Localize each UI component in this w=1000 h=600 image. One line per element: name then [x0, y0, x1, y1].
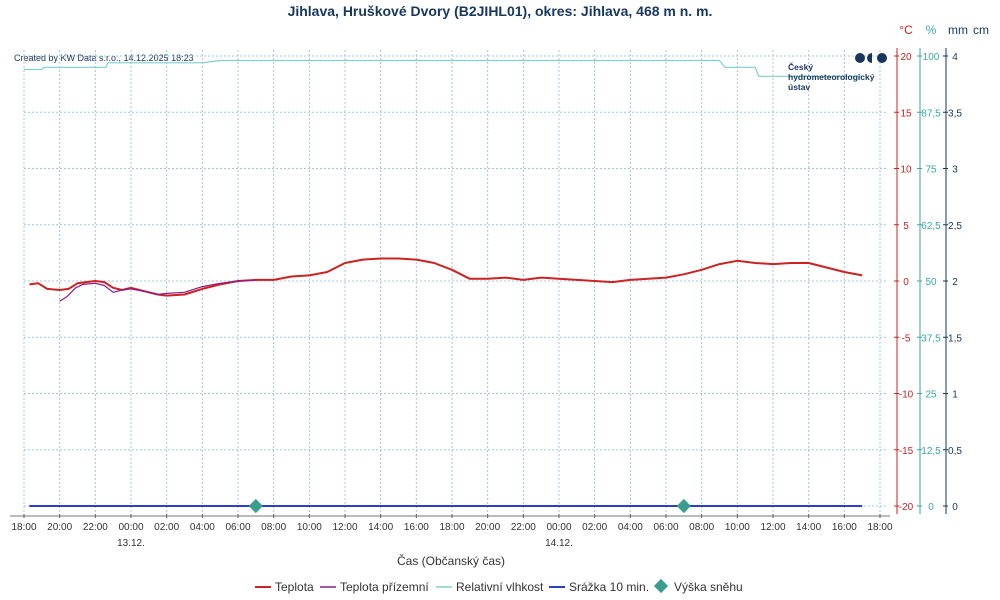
x-tick-label: 20:00 — [475, 522, 500, 533]
x-tick-label: 00:00 — [118, 522, 143, 533]
legend-swatch-snih — [653, 578, 669, 594]
x-tick-label: 10:00 — [297, 522, 322, 533]
temperature-tick-label: 15 — [900, 108, 912, 119]
x-tick-label: 10:00 — [725, 522, 750, 533]
axes: 18:00 20:00 22:00 00:00 02:00 04:00 06:00 08:00… — [10, 48, 962, 549]
humidity-tick-label: 12,5 — [921, 446, 941, 457]
x-tick-label: 20:00 — [47, 522, 72, 533]
temperature-tick-label: 0 — [903, 277, 909, 288]
x-tick-label: 02:00 — [582, 522, 607, 533]
credit-text: Created by KW Data s.r.o., 14.12.2025 18… — [14, 53, 194, 63]
logo-line-1: Český — [788, 61, 813, 72]
x-tick-label: 22:00 — [83, 522, 108, 533]
date-label: 13.12. — [117, 538, 145, 549]
series-line-teplota-p-zemn- — [59, 279, 256, 302]
humidity-tick-label: 75 — [925, 165, 937, 176]
x-tick-label: 18:00 — [867, 522, 892, 533]
unit-humidity: % — [926, 23, 937, 37]
unit-precip: mm — [948, 23, 968, 37]
legend-label-teplota: Teplota — [275, 580, 314, 594]
snow-tick-label: 0,5 — [948, 446, 962, 457]
humidity-tick-label: 100 — [923, 52, 940, 63]
x-tick-label: 18:00 — [439, 522, 464, 533]
snow-tick-label: 2,5 — [948, 221, 962, 232]
x-tick-label: 06:00 — [225, 522, 250, 533]
snow-tick-label: 1 — [952, 390, 958, 401]
x-tick-label: 14:00 — [796, 522, 821, 533]
series-line-relativn-vlhkost — [24, 59, 863, 77]
x-tick-label: 16:00 — [832, 522, 857, 533]
x-tick-label: 22:00 — [511, 522, 536, 533]
snow-tick-label: 0 — [952, 502, 958, 513]
humidity-tick-label: 25 — [925, 390, 937, 401]
chmi-logo: Český hydrometeorologický ústav — [788, 53, 887, 92]
temperature-tick-label: -15 — [899, 446, 914, 457]
snow-tick-label: 1,5 — [948, 333, 962, 344]
snow-tick-label: 2 — [952, 277, 958, 288]
x-tick-label: 00:00 — [546, 522, 571, 533]
snow-tick-label: 3 — [952, 165, 958, 176]
legend: Teplota Teplota přízemní Relativní vlhko… — [255, 578, 743, 594]
chart-title: Jihlava, Hruškové Dvory (B2JIHL01), okre… — [288, 3, 713, 19]
snow-tick-label: 4 — [952, 52, 958, 63]
snow-marker — [676, 498, 691, 514]
legend-label-vlhkost: Relativní vlhkost — [456, 580, 544, 594]
x-axis-label: Čas (Občanský čas) — [397, 553, 505, 568]
snow-tick-label: 3,5 — [948, 108, 962, 119]
x-tick-label: 12:00 — [760, 522, 785, 533]
unit-temperature: °C — [899, 23, 913, 37]
x-tick-label: 14:00 — [368, 522, 393, 533]
humidity-tick-label: 37,5 — [921, 333, 941, 344]
x-tick-label: 04:00 — [190, 522, 215, 533]
x-tick-label: 06:00 — [653, 522, 678, 533]
humidity-tick-label: 62,5 — [921, 221, 941, 232]
logo-dot-icon — [877, 53, 887, 63]
legend-label-teplota-prizemni: Teplota přízemní — [340, 580, 429, 594]
logo-half-dot-icon — [867, 53, 872, 63]
x-tick-label: 18:00 — [11, 522, 36, 533]
legend-label-srazka: Srážka 10 min. — [569, 580, 649, 594]
grid — [23, 50, 888, 514]
snow-marker — [248, 498, 263, 514]
humidity-tick-label: 87,5 — [921, 108, 941, 119]
logo-line-3: ústav — [788, 82, 810, 92]
x-tick-label: 08:00 — [689, 522, 714, 533]
logo-dot-icon — [855, 53, 865, 63]
x-tick-label: 02:00 — [154, 522, 179, 533]
logo-line-2: hydrometeorologický — [788, 72, 875, 82]
series-line-teplota — [29, 257, 863, 297]
temperature-tick-label: -5 — [902, 333, 911, 344]
temperature-tick-label: 20 — [900, 52, 912, 63]
x-tick-label: 16:00 — [404, 522, 429, 533]
humidity-tick-label: 50 — [925, 277, 937, 288]
series-layer — [24, 59, 863, 514]
unit-snow: cm — [973, 23, 989, 37]
x-tick-label: 12:00 — [332, 522, 357, 533]
x-tick-label: 04:00 — [618, 522, 643, 533]
temperature-tick-label: 10 — [900, 165, 912, 176]
x-tick-label: 08:00 — [261, 522, 286, 533]
temperature-tick-label: 5 — [903, 221, 909, 232]
temperature-tick-label: -10 — [899, 390, 914, 401]
temperature-tick-label: -20 — [899, 502, 914, 513]
legend-label-snih: Výška sněhu — [674, 580, 743, 594]
humidity-tick-label: 0 — [928, 502, 934, 513]
date-label: 14.12. — [545, 538, 573, 549]
